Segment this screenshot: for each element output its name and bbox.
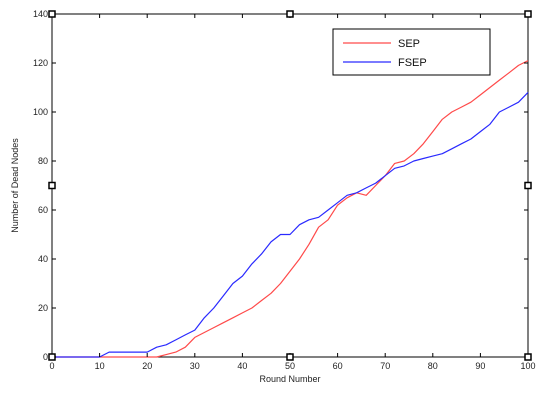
series-line-sep <box>52 60 529 358</box>
x-tick-label: 70 <box>380 361 390 371</box>
legend-label-sep: SEP <box>398 38 420 50</box>
x-tick-label: 10 <box>95 361 105 371</box>
y-tick-label: 40 <box>38 254 48 264</box>
frame-handle <box>48 181 56 190</box>
y-tick-label: 100 <box>33 107 48 117</box>
x-tick-label: 100 <box>520 361 535 371</box>
frame-handle <box>48 10 56 18</box>
x-axis-title: Round Number <box>259 374 320 384</box>
x-tick-label: 50 <box>285 361 295 371</box>
x-tick-label: 40 <box>237 361 247 371</box>
frame-handle <box>48 353 56 361</box>
axes: 0 10 20 30 40 50 60 70 80 90 100 0 20 40 60 80 100 120 140 <box>33 9 536 371</box>
y-tick-label: 80 <box>38 156 48 166</box>
x-tick-label: 20 <box>142 361 152 371</box>
series-layer <box>52 60 529 358</box>
legend: SEP FSEP <box>332 28 491 76</box>
legend-label-fsep: FSEP <box>398 57 427 69</box>
x-tick-label: 0 <box>49 361 54 371</box>
frame-handle <box>524 10 532 18</box>
x-tick-label: 80 <box>428 361 438 371</box>
y-tick-label: 20 <box>38 303 48 313</box>
frame-handle <box>524 353 532 361</box>
frame-handle <box>286 10 294 18</box>
y-tick-label: 60 <box>38 205 48 215</box>
frame-handle <box>286 353 294 361</box>
x-tick-label: 90 <box>475 361 485 371</box>
series-line-fsep <box>52 91 529 358</box>
y-tick-label: 120 <box>33 58 48 68</box>
legend-box <box>332 28 491 76</box>
y-tick-label: 0 <box>43 352 48 362</box>
y-tick-label: 140 <box>33 9 48 19</box>
frame-handle <box>524 181 532 190</box>
x-tick-label: 60 <box>333 361 343 371</box>
x-tick-label: 30 <box>190 361 200 371</box>
y-axis-title: Number of Dead Nodes <box>10 138 20 233</box>
